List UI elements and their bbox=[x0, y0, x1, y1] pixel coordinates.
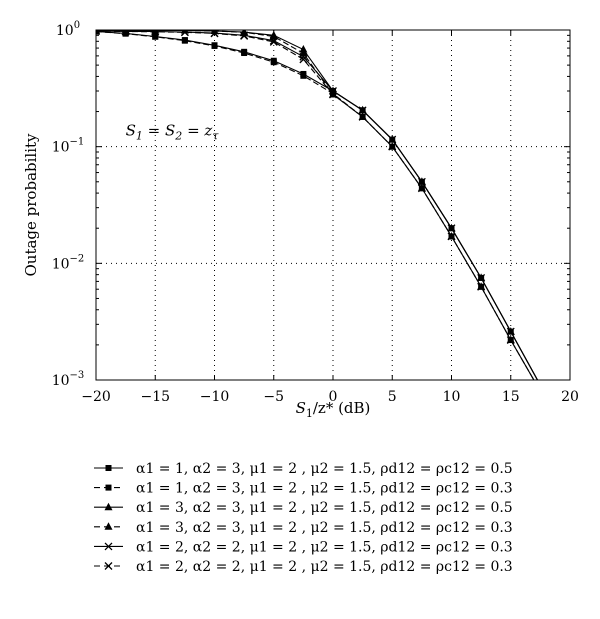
data-point-s6-3 bbox=[180, 30, 189, 37]
legend-entry-3: α1 = 3, α2 = 3, μ1 = 2 , μ2 = 1.5, ρd12 … bbox=[136, 500, 513, 516]
x-tick-label: −15 bbox=[140, 389, 170, 405]
data-point-s6-1 bbox=[121, 30, 130, 36]
y-tick-labels: 100 10−1 10−2 10−3 bbox=[52, 20, 85, 389]
data-point-s2-7 bbox=[300, 72, 307, 79]
series-line-2 bbox=[96, 30, 535, 380]
x-tick-label: 10 bbox=[443, 389, 461, 405]
series-lines bbox=[96, 30, 539, 380]
data-point-s5-9 bbox=[358, 106, 367, 115]
data-point-s6-6 bbox=[269, 37, 278, 46]
data-point-s6-0 bbox=[96, 30, 100, 35]
axis-ticks bbox=[95, 29, 571, 381]
data-point-s5-10 bbox=[388, 135, 397, 144]
data-point-s2-3 bbox=[181, 37, 188, 44]
x-tick-label: 20 bbox=[561, 389, 579, 405]
x-tick-label: −10 bbox=[200, 389, 230, 405]
x-axis-label: S1/z* (dB) bbox=[296, 399, 371, 420]
data-point-s5-6 bbox=[269, 36, 278, 45]
x-tick-labels: −20 −15 −10 −5 0 5 10 15 20 bbox=[81, 389, 579, 405]
legend-entry-6: α1 = 2, α2 = 2, μ1 = 2 , μ2 = 1.5, ρd12 … bbox=[136, 559, 513, 575]
annotation-condition: S1 = S2 = zτ bbox=[126, 121, 220, 142]
data-point-s6-10 bbox=[388, 142, 397, 151]
data-point-s5-12 bbox=[447, 224, 456, 233]
data-point-s6-5 bbox=[240, 31, 249, 40]
data-point-s2-5 bbox=[241, 50, 248, 57]
series-line-6 bbox=[96, 30, 535, 380]
x-tick-label: 0 bbox=[329, 389, 338, 405]
y-tick-label: 10−2 bbox=[52, 253, 85, 272]
legend: α1 = 1, α2 = 3, μ1 = 2 , μ2 = 1.5, ρd12 … bbox=[94, 461, 513, 575]
legend-entry-4: α1 = 3, α2 = 3, μ1 = 2 , μ2 = 1.5, ρd12 … bbox=[136, 520, 513, 536]
x-tick-label: 15 bbox=[502, 389, 520, 405]
series-markers bbox=[96, 30, 515, 345]
data-point-s6-7 bbox=[299, 55, 308, 64]
data-point-s6-14 bbox=[506, 336, 515, 345]
data-point-s4-6 bbox=[269, 31, 278, 40]
data-point-s5-11 bbox=[417, 177, 426, 186]
data-point-s5-8 bbox=[329, 87, 337, 95]
y-axis-label: Outage probability bbox=[22, 133, 40, 277]
y-tick-label: 10−3 bbox=[52, 370, 85, 389]
data-point-s6-12 bbox=[447, 232, 456, 241]
series-line-3 bbox=[96, 30, 539, 380]
legend-marker-1 bbox=[105, 465, 112, 471]
data-point-s6-13 bbox=[477, 282, 486, 291]
legend-marker-6 bbox=[104, 562, 113, 570]
data-point-s5-13 bbox=[477, 273, 486, 282]
y-tick-label: 100 bbox=[56, 20, 80, 39]
data-point-s6-8 bbox=[329, 90, 337, 99]
data-point-s6-11 bbox=[417, 184, 426, 193]
data-point-s2-6 bbox=[270, 59, 277, 66]
legend-marker-5 bbox=[104, 542, 113, 551]
legend-entry-1: α1 = 1, α2 = 3, μ1 = 2 , μ2 = 1.5, ρd12 … bbox=[136, 461, 513, 477]
legend-marker-4 bbox=[104, 522, 113, 530]
data-point-s6-9 bbox=[358, 112, 367, 121]
y-tick-label: 10−1 bbox=[52, 137, 85, 156]
grid bbox=[96, 30, 570, 380]
data-point-s5-14 bbox=[506, 327, 515, 336]
x-tick-label: −5 bbox=[263, 389, 284, 405]
legend-entry-2: α1 = 1, α2 = 3, μ1 = 2 , μ2 = 1.5, ρd12 … bbox=[136, 481, 513, 497]
x-tick-label: 5 bbox=[388, 389, 397, 405]
data-point-s2-4 bbox=[211, 42, 218, 49]
legend-marker-2 bbox=[105, 484, 112, 491]
data-point-s2-1 bbox=[122, 30, 129, 37]
legend-marker-3 bbox=[104, 502, 113, 511]
data-point-s3-7 bbox=[299, 45, 308, 53]
data-point-s2-2 bbox=[152, 33, 159, 40]
legend-entry-5: α1 = 2, α2 = 2, μ1 = 2 , μ2 = 1.5, ρd12 … bbox=[136, 539, 513, 555]
data-point-s5-7 bbox=[299, 52, 308, 61]
x-tick-label: −20 bbox=[81, 389, 111, 405]
